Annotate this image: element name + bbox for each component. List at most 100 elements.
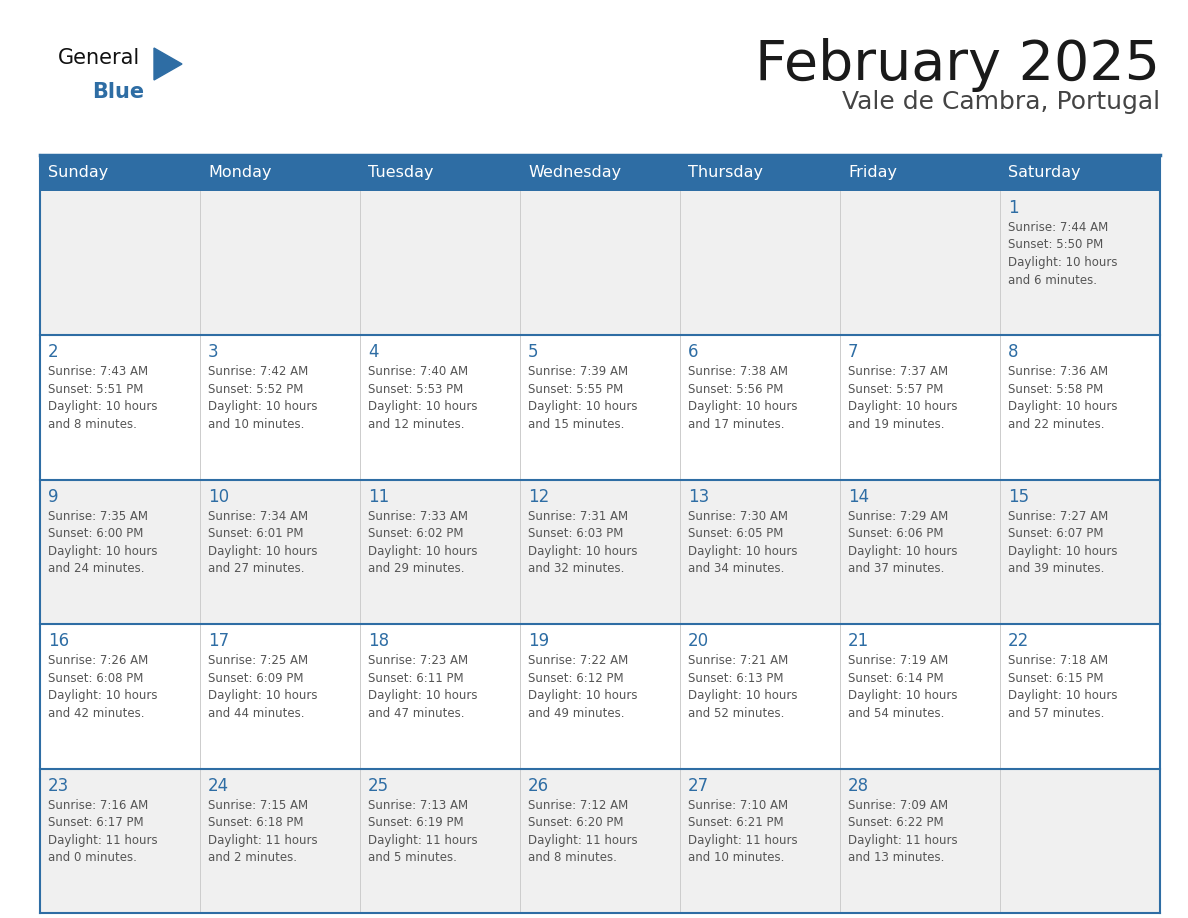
Text: Sunrise: 7:37 AM: Sunrise: 7:37 AM — [848, 365, 948, 378]
Text: and 49 minutes.: and 49 minutes. — [527, 707, 625, 720]
Text: Saturday: Saturday — [1007, 165, 1081, 181]
Text: Sunrise: 7:21 AM: Sunrise: 7:21 AM — [688, 655, 789, 667]
Text: Blue: Blue — [91, 82, 144, 102]
Text: and 5 minutes.: and 5 minutes. — [368, 851, 457, 864]
Text: Sunrise: 7:19 AM: Sunrise: 7:19 AM — [848, 655, 948, 667]
Text: 13: 13 — [688, 487, 709, 506]
Text: 2: 2 — [48, 343, 58, 362]
Text: Sunrise: 7:38 AM: Sunrise: 7:38 AM — [688, 365, 788, 378]
Text: and 42 minutes.: and 42 minutes. — [48, 707, 145, 720]
Text: and 44 minutes.: and 44 minutes. — [208, 707, 304, 720]
Text: Sunrise: 7:13 AM: Sunrise: 7:13 AM — [368, 799, 468, 812]
Text: 27: 27 — [688, 777, 709, 795]
Text: Daylight: 10 hours: Daylight: 10 hours — [48, 400, 158, 413]
Text: and 12 minutes.: and 12 minutes. — [368, 418, 465, 431]
Text: Vale de Cambra, Portugal: Vale de Cambra, Portugal — [842, 90, 1159, 114]
Text: Sunset: 5:58 PM: Sunset: 5:58 PM — [1007, 383, 1104, 396]
Text: 11: 11 — [368, 487, 390, 506]
Text: and 2 minutes.: and 2 minutes. — [208, 851, 297, 864]
Bar — [200, 624, 360, 768]
Text: 17: 17 — [208, 633, 229, 650]
Text: Sunset: 6:17 PM: Sunset: 6:17 PM — [48, 816, 144, 829]
Text: Daylight: 10 hours: Daylight: 10 hours — [368, 544, 478, 558]
Text: Sunset: 5:53 PM: Sunset: 5:53 PM — [368, 383, 463, 396]
Text: Sunrise: 7:29 AM: Sunrise: 7:29 AM — [848, 509, 948, 522]
Text: Sunrise: 7:22 AM: Sunrise: 7:22 AM — [527, 655, 628, 667]
Text: and 39 minutes.: and 39 minutes. — [1007, 563, 1105, 576]
Text: and 47 minutes.: and 47 minutes. — [368, 707, 465, 720]
Text: Daylight: 10 hours: Daylight: 10 hours — [688, 544, 797, 558]
Text: Monday: Monday — [208, 165, 272, 181]
Bar — [40, 335, 200, 480]
Text: Sunset: 6:05 PM: Sunset: 6:05 PM — [688, 527, 783, 541]
Bar — [360, 335, 520, 480]
Text: Daylight: 10 hours: Daylight: 10 hours — [48, 544, 158, 558]
Text: Friday: Friday — [848, 165, 897, 181]
Text: Daylight: 10 hours: Daylight: 10 hours — [368, 689, 478, 702]
Text: 16: 16 — [48, 633, 69, 650]
Bar — [840, 480, 1000, 624]
Text: and 10 minutes.: and 10 minutes. — [208, 418, 304, 431]
Text: and 57 minutes.: and 57 minutes. — [1007, 707, 1105, 720]
Text: Sunrise: 7:25 AM: Sunrise: 7:25 AM — [208, 655, 308, 667]
Text: Sunrise: 7:43 AM: Sunrise: 7:43 AM — [48, 365, 148, 378]
Text: Sunrise: 7:18 AM: Sunrise: 7:18 AM — [1007, 655, 1108, 667]
Text: and 6 minutes.: and 6 minutes. — [1007, 274, 1097, 286]
Bar — [40, 480, 200, 624]
Text: 5: 5 — [527, 343, 538, 362]
Text: Daylight: 10 hours: Daylight: 10 hours — [1007, 400, 1118, 413]
Text: Sunset: 6:13 PM: Sunset: 6:13 PM — [688, 672, 784, 685]
Text: Sunrise: 7:23 AM: Sunrise: 7:23 AM — [368, 655, 468, 667]
Text: 12: 12 — [527, 487, 549, 506]
Text: Sunrise: 7:30 AM: Sunrise: 7:30 AM — [688, 509, 788, 522]
Text: Sunset: 5:56 PM: Sunset: 5:56 PM — [688, 383, 783, 396]
Bar — [520, 624, 680, 768]
Text: General: General — [58, 48, 140, 68]
Text: Daylight: 11 hours: Daylight: 11 hours — [208, 834, 317, 846]
Text: Daylight: 10 hours: Daylight: 10 hours — [848, 689, 958, 702]
Text: 26: 26 — [527, 777, 549, 795]
Bar — [360, 624, 520, 768]
Text: and 52 minutes.: and 52 minutes. — [688, 707, 784, 720]
Text: Daylight: 10 hours: Daylight: 10 hours — [368, 400, 478, 413]
Text: Sunset: 6:21 PM: Sunset: 6:21 PM — [688, 816, 784, 829]
Bar — [680, 768, 840, 913]
Text: Sunset: 6:03 PM: Sunset: 6:03 PM — [527, 527, 624, 541]
Text: Daylight: 10 hours: Daylight: 10 hours — [1007, 544, 1118, 558]
Text: and 8 minutes.: and 8 minutes. — [527, 851, 617, 864]
Text: Sunday: Sunday — [48, 165, 108, 181]
Text: Sunrise: 7:26 AM: Sunrise: 7:26 AM — [48, 655, 148, 667]
Text: 3: 3 — [208, 343, 219, 362]
Bar — [840, 768, 1000, 913]
Text: and 8 minutes.: and 8 minutes. — [48, 418, 137, 431]
Text: Sunset: 6:02 PM: Sunset: 6:02 PM — [368, 527, 463, 541]
Bar — [200, 191, 360, 335]
Text: Sunset: 6:20 PM: Sunset: 6:20 PM — [527, 816, 624, 829]
Text: Daylight: 11 hours: Daylight: 11 hours — [368, 834, 478, 846]
Text: Sunset: 6:07 PM: Sunset: 6:07 PM — [1007, 527, 1104, 541]
Text: and 15 minutes.: and 15 minutes. — [527, 418, 625, 431]
Text: Daylight: 11 hours: Daylight: 11 hours — [48, 834, 158, 846]
Text: Daylight: 10 hours: Daylight: 10 hours — [688, 689, 797, 702]
Text: Sunrise: 7:16 AM: Sunrise: 7:16 AM — [48, 799, 148, 812]
Text: Daylight: 11 hours: Daylight: 11 hours — [688, 834, 797, 846]
Text: 10: 10 — [208, 487, 229, 506]
Text: and 22 minutes.: and 22 minutes. — [1007, 418, 1105, 431]
Bar — [520, 768, 680, 913]
Text: 9: 9 — [48, 487, 58, 506]
Text: Sunset: 6:06 PM: Sunset: 6:06 PM — [848, 527, 943, 541]
Bar — [680, 624, 840, 768]
Text: Sunset: 6:01 PM: Sunset: 6:01 PM — [208, 527, 303, 541]
Text: Sunrise: 7:42 AM: Sunrise: 7:42 AM — [208, 365, 308, 378]
Bar — [40, 768, 200, 913]
Text: Sunrise: 7:34 AM: Sunrise: 7:34 AM — [208, 509, 308, 522]
Text: 7: 7 — [848, 343, 859, 362]
Text: Daylight: 10 hours: Daylight: 10 hours — [208, 544, 317, 558]
Text: Sunset: 6:22 PM: Sunset: 6:22 PM — [848, 816, 943, 829]
Text: 4: 4 — [368, 343, 379, 362]
Text: Daylight: 10 hours: Daylight: 10 hours — [527, 544, 638, 558]
Text: and 10 minutes.: and 10 minutes. — [688, 851, 784, 864]
Text: Sunrise: 7:33 AM: Sunrise: 7:33 AM — [368, 509, 468, 522]
Text: and 32 minutes.: and 32 minutes. — [527, 563, 625, 576]
Text: and 27 minutes.: and 27 minutes. — [208, 563, 304, 576]
